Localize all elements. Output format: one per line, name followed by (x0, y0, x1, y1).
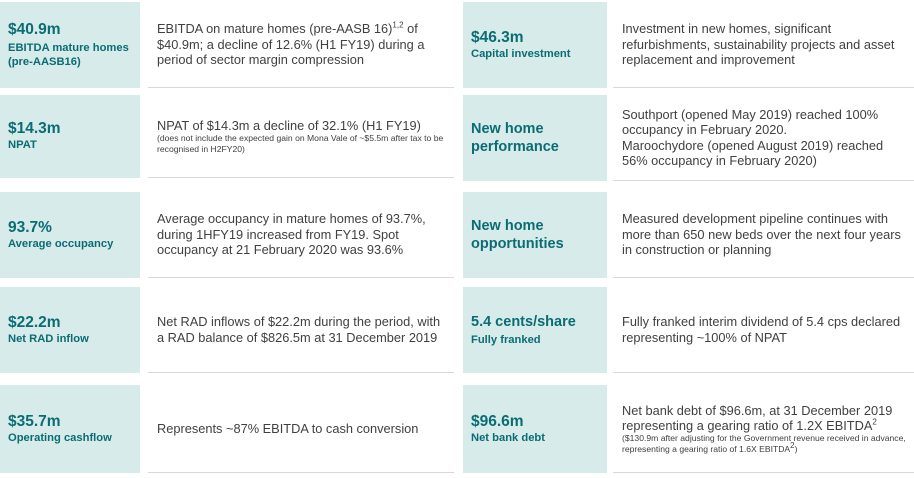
debt-metric: $96.6m (471, 412, 524, 430)
ebitda-tile: $40.9m EBITDA mature homes (pre-AASB16) (0, 2, 140, 88)
debt-note-footnote-ref: 2 (790, 441, 795, 451)
debt-footnote-ref: 2 (872, 417, 877, 427)
dividend-text: Fully franked interim dividend of 5.4 cp… (622, 314, 901, 345)
opportunities-description: Measured development pipeline continues … (613, 192, 914, 278)
performance-tile: New home performance (463, 95, 607, 181)
ebitda-description: EBITDA on mature homes (pre-AASB 16)1,2 … (148, 2, 454, 88)
row-npat: $14.3m NPAT NPAT of $14.3m a decline of … (0, 95, 454, 178)
ebitda-text-cont: of $40.9m; a decline of 12.6% (H1 FY19) … (157, 21, 425, 68)
npat-description: NPAT of $14.3m a decline of 32.1% (H1 FY… (148, 95, 454, 178)
cashflow-metric: $35.7m (8, 412, 61, 430)
debt-note: ($130.9m after adjusting for the Governm… (622, 433, 911, 454)
dividend-description: Fully franked interim dividend of 5.4 cp… (613, 287, 914, 373)
npat-metric: $14.3m (8, 120, 61, 138)
npat-tile: $14.3m NPAT (0, 95, 140, 178)
occupancy-metric: 93.7% (8, 218, 52, 236)
row-net-bank-debt: $96.6m Net bank debt Net bank debt of $9… (463, 385, 914, 473)
npat-label: NPAT (8, 139, 37, 152)
rad-description: Net RAD inflows of $22.2m during the per… (148, 287, 454, 373)
cashflow-label: Operating cashflow (8, 431, 112, 444)
npat-text: NPAT of $14.3m a decline of 32.1% (H1 FY… (157, 117, 421, 133)
occupancy-label: Average occupancy (8, 237, 114, 250)
ebitda-metric: $40.9m (8, 20, 61, 38)
cashflow-tile: $35.7m Operating cashflow (0, 385, 140, 473)
performance-heading: New home performance (471, 121, 559, 155)
capital-label: Capital investment (471, 47, 571, 60)
occupancy-text: Average occupancy in mature homes of 93.… (157, 211, 426, 258)
capital-metric: $46.3m (471, 28, 524, 46)
debt-label: Net bank debt (471, 431, 545, 444)
ebitda-label: EBITDA mature homes (pre-AASB16) (8, 41, 129, 69)
debt-description: Net bank debt of $96.6m, at 31 December … (613, 385, 914, 473)
dividend-tile: 5.4 cents/share Fully franked (463, 287, 607, 373)
row-cashflow: $35.7m Operating cashflow Represents ~87… (0, 385, 454, 473)
cashflow-text: Represents ~87% EBITDA to cash conversio… (157, 420, 419, 436)
capital-description: Investment in new homes, significant ref… (613, 2, 914, 88)
capital-text: Investment in new homes, significant ref… (622, 21, 895, 68)
row-dividend: 5.4 cents/share Fully franked Fully fran… (463, 287, 914, 373)
row-occupancy: 93.7% Average occupancy Average occupanc… (0, 192, 454, 278)
capital-tile: $46.3m Capital investment (463, 2, 607, 88)
opportunities-heading: New home opportunities (471, 218, 564, 252)
debt-note-text: ($130.9m after adjusting for the Governm… (622, 433, 906, 454)
rad-text: Net RAD inflows of $22.2m during the per… (157, 314, 441, 345)
opportunities-tile: New home opportunities (463, 192, 607, 278)
ebitda-text: EBITDA on mature homes (pre-AASB 16) (157, 21, 393, 37)
row-new-home-performance: New home performance Southport (opened M… (463, 95, 914, 181)
row-capital: $46.3m Capital investment Investment in … (463, 2, 914, 88)
dividend-label: Fully franked (471, 333, 541, 346)
occupancy-tile: 93.7% Average occupancy (0, 192, 140, 278)
performance-text: Southport (opened May 2019) reached 100%… (622, 106, 879, 138)
rad-label: Net RAD inflow (8, 332, 89, 345)
npat-note: (does not include the expected gain on M… (157, 133, 444, 154)
rad-tile: $22.2m Net RAD inflow (0, 287, 140, 373)
performance-text-2: Maroochydore (opened August 2019) reache… (622, 137, 884, 168)
debt-tile: $96.6m Net bank debt (463, 385, 607, 473)
row-ebitda: $40.9m EBITDA mature homes (pre-AASB16) … (0, 2, 454, 88)
cashflow-description: Represents ~87% EBITDA to cash conversio… (148, 385, 454, 473)
ebitda-footnote-ref: 1,2 (392, 21, 404, 31)
dividend-metric: 5.4 cents/share (471, 313, 576, 330)
row-rad: $22.2m Net RAD inflow Net RAD inflows of… (0, 287, 454, 373)
debt-note-end: ) (794, 443, 798, 454)
performance-description: Southport (opened May 2019) reached 100%… (613, 95, 914, 181)
row-new-home-opportunities: New home opportunities Measured developm… (463, 192, 914, 278)
debt-text: Net bank debt of $96.6m, at 31 December … (622, 402, 893, 433)
rad-metric: $22.2m (8, 313, 61, 331)
occupancy-description: Average occupancy in mature homes of 93.… (148, 192, 454, 278)
opportunities-text: Measured development pipeline continues … (622, 211, 901, 258)
